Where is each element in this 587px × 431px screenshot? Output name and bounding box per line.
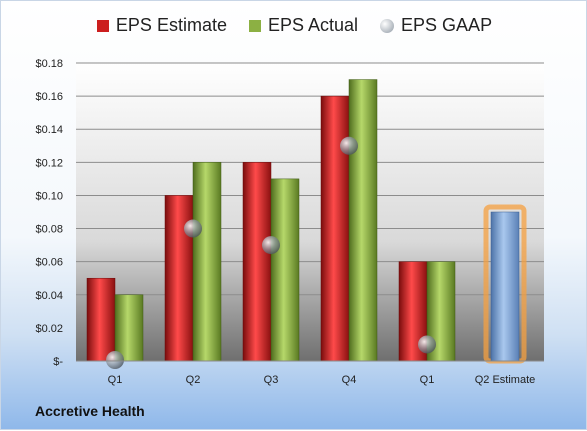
- legend: EPS Estimate EPS Actual EPS GAAP: [1, 15, 587, 36]
- bars: [86, 79, 527, 364]
- x-tick-label: Q1: [420, 374, 435, 386]
- legend-item-eps-estimate: EPS Estimate: [96, 15, 227, 36]
- y-tick-label: $0.12: [35, 157, 63, 169]
- bar-eps-estimate: [320, 95, 350, 362]
- y-tick-label: $0.02: [35, 323, 63, 335]
- y-tick-label: $-: [53, 356, 63, 368]
- y-tick-label: $0.16: [35, 91, 63, 103]
- y-axis-ticks: $- $0.02 $0.04 $0.06 $0.08 $0.10 $0.12 $0.14 $0.…: [35, 58, 63, 368]
- x-tick-label: Q1: [108, 374, 123, 386]
- gaap-markers: [106, 136, 436, 369]
- y-tick-label: $0.04: [35, 290, 63, 302]
- x-axis-ticks: Q1 Q2 Q3 Q4 Q1 Q2 Estimate: [108, 374, 536, 386]
- bar-q2-estimate: [490, 211, 520, 362]
- x-tick-label: Q2: [186, 374, 201, 386]
- legend-item-eps-gaap: EPS GAAP: [380, 15, 492, 36]
- legend-swatch-eps-estimate: [96, 19, 109, 32]
- eps-gaap-marker: [418, 335, 436, 354]
- legend-swatch-eps-gaap: [380, 18, 395, 33]
- y-tick-label: $0.14: [35, 124, 63, 136]
- plot-area: [76, 63, 544, 361]
- y-tick-label: $0.08: [35, 224, 63, 236]
- eps-gaap-marker: [184, 219, 202, 238]
- legend-label-eps-estimate: EPS Estimate: [115, 15, 227, 35]
- eps-gaap-marker: [106, 351, 124, 369]
- bar-eps-actual: [114, 294, 144, 362]
- legend-item-eps-actual: EPS Actual: [248, 15, 359, 36]
- bar-eps-actual: [270, 178, 300, 362]
- legend-label-eps-actual: EPS Actual: [267, 15, 359, 35]
- bar-eps-actual: [348, 79, 378, 362]
- x-tick-label: Q2 Estimate: [475, 374, 536, 386]
- y-tick-label: $0.18: [35, 58, 63, 70]
- eps-gaap-marker: [340, 136, 358, 155]
- y-tick-label: $0.06: [35, 257, 63, 269]
- y-tick-label: $0.10: [35, 190, 63, 202]
- gridlines: [76, 62, 544, 329]
- x-tick-label: Q4: [342, 374, 357, 386]
- bar-eps-actual: [192, 162, 222, 362]
- bar-eps-estimate: [86, 277, 116, 362]
- bar-eps-estimate: [164, 195, 194, 362]
- legend-swatch-eps-actual: [248, 19, 261, 32]
- legend-label-eps-gaap: EPS GAAP: [401, 15, 493, 35]
- company-label: Accretive Health: [35, 403, 145, 419]
- x-tick-label: Q3: [264, 374, 279, 386]
- eps-gaap-marker: [262, 236, 280, 255]
- bar-eps-estimate: [242, 162, 272, 362]
